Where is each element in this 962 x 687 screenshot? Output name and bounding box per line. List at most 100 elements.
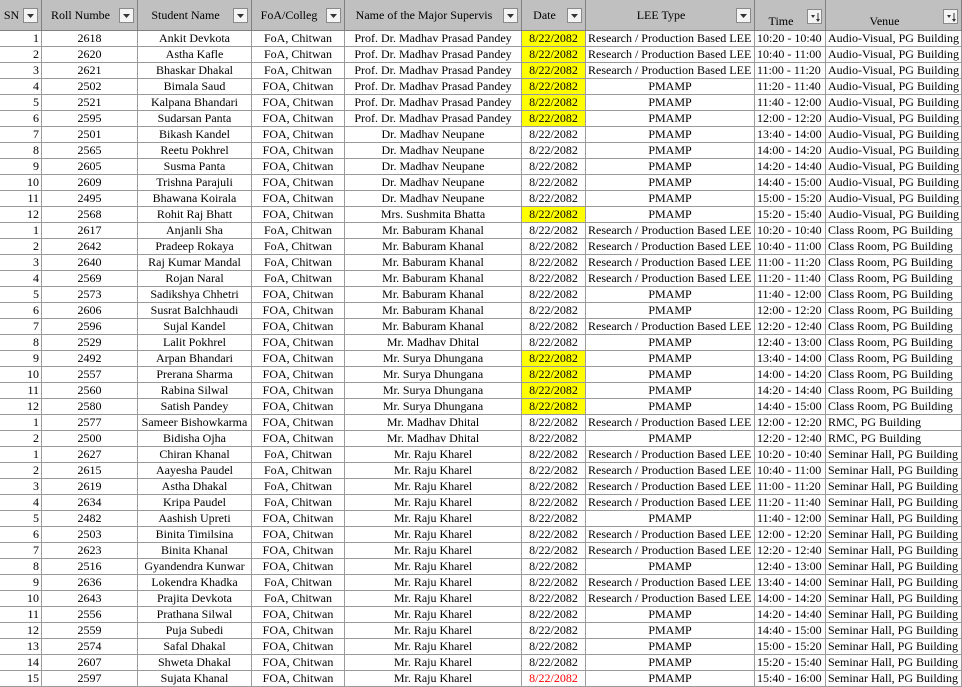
date-cell: 8/22/2082 [522,287,586,303]
time-cell: 12:00 - 12:20 [755,527,826,543]
date-cell: 8/22/2082 [522,143,586,159]
student-name-cell: Susrat Balchhaudi [138,303,252,319]
lee-type-cell: PMAMP [586,671,755,687]
roll-number-cell: 2618 [42,31,138,47]
venue-cell: RMC, PG Building [826,431,962,447]
sort-filter-button[interactable] [807,9,822,24]
filter-button[interactable] [119,8,134,23]
date-cell: 8/22/2082 [522,591,586,607]
venue-cell: Audio-Visual, PG Building [826,175,962,191]
filter-button[interactable] [233,8,248,23]
sn-cell: 14 [0,655,42,671]
student-name-cell: Rojan Naral [138,271,252,287]
roll-number-cell: 2500 [42,431,138,447]
college-cell: FOA, Chitwan [252,431,345,447]
college-cell: FOA, Chitwan [252,207,345,223]
time-cell: 10:20 - 10:40 [755,223,826,239]
lee-type-cell: Research / Production Based LEE [586,271,755,287]
date-cell: 8/22/2082 [522,127,586,143]
venue-cell: Seminar Hall, PG Building [826,463,962,479]
lee-type-cell: Research / Production Based LEE [586,527,755,543]
college-cell: FOA, Chitwan [252,639,345,655]
dropdown-arrow [237,14,244,18]
date-cell: 8/22/2082 [522,31,586,47]
time-cell: 12:40 - 13:00 [755,559,826,575]
college-cell: FOA, Chitwan [252,399,345,415]
supervisor-cell: Mr. Baburam Khanal [345,223,522,239]
lee-type-cell: PMAMP [586,367,755,383]
time-cell: 14:20 - 14:40 [755,607,826,623]
sn-cell: 2 [0,239,42,255]
sn-cell: 11 [0,191,42,207]
college-cell: FoA, Chitwan [252,223,345,239]
student-name-cell: Prerana Sharma [138,367,252,383]
student-name-cell: Bimala Saud [138,79,252,95]
student-name-cell: Bhaskar Dhakal [138,63,252,79]
college-cell: FOA, Chitwan [252,671,345,687]
venue-cell: Audio-Visual, PG Building [826,159,962,175]
sn-cell: 4 [0,79,42,95]
roll-number-cell: 2620 [42,47,138,63]
time-cell: 15:20 - 15:40 [755,207,826,223]
student-name-cell: Bidisha Ojha [138,431,252,447]
venue-cell: Audio-Visual, PG Building [826,111,962,127]
supervisor-cell: Mr. Raju Kharel [345,479,522,495]
roll-number-cell: 2529 [42,335,138,351]
sort-filter-button[interactable] [943,9,958,24]
college-cell: FOA, Chitwan [252,143,345,159]
time-cell: 12:00 - 12:20 [755,415,826,431]
college-cell: FOA, Chitwan [252,79,345,95]
college-cell: FoA, Chitwan [252,479,345,495]
venue-cell: Audio-Visual, PG Building [826,207,962,223]
filter-button[interactable] [23,8,38,23]
venue-cell: Class Room, PG Building [826,223,962,239]
roll-number-cell: 2627 [42,447,138,463]
roll-number-cell: 2596 [42,319,138,335]
venue-cell: Audio-Visual, PG Building [826,127,962,143]
student-name-cell: Arpan Bhandari [138,351,252,367]
venue-cell: Seminar Hall, PG Building [826,543,962,559]
time-cell: 12:20 - 12:40 [755,319,826,335]
supervisor-cell: Mr. Baburam Khanal [345,255,522,271]
column-header: LEE Type [586,0,755,31]
filter-button[interactable] [503,8,518,23]
filter-button[interactable] [326,8,341,23]
college-cell: FoA, Chitwan [252,239,345,255]
student-name-cell: Sameer Bishowkarma [138,415,252,431]
venue-cell: Audio-Visual, PG Building [826,95,962,111]
date-cell: 8/22/2082 [522,671,586,687]
sn-cell: 8 [0,559,42,575]
lee-type-cell: PMAMP [586,383,755,399]
lee-type-cell: Research / Production Based LEE [586,447,755,463]
date-cell: 8/22/2082 [522,367,586,383]
supervisor-cell: Prof. Dr. Madhav Prasad Pandey [345,31,522,47]
student-name-cell: Lokendra Khadka [138,575,252,591]
date-cell: 8/22/2082 [522,575,586,591]
time-cell: 14:20 - 14:40 [755,383,826,399]
date-cell: 8/22/2082 [522,495,586,511]
sn-cell: 2 [0,463,42,479]
college-cell: FoA, Chitwan [252,255,345,271]
time-cell: 11:40 - 12:00 [755,511,826,527]
supervisor-cell: Mr. Madhav Dhital [345,431,522,447]
college-cell: FOA, Chitwan [252,95,345,111]
date-cell: 8/22/2082 [522,623,586,639]
sort-icon [947,13,956,22]
student-name-cell: Anjanli Sha [138,223,252,239]
roll-number-cell: 2521 [42,95,138,111]
filter-button[interactable] [567,8,582,23]
college-cell: FOA, Chitwan [252,351,345,367]
lee-type-cell: Research / Production Based LEE [586,591,755,607]
lee-type-cell: PMAMP [586,559,755,575]
venue-cell: Class Room, PG Building [826,287,962,303]
lee-type-cell: Research / Production Based LEE [586,47,755,63]
sort-icon [811,13,820,22]
time-cell: 13:40 - 14:00 [755,351,826,367]
filter-button[interactable] [736,8,751,23]
roll-number-cell: 2573 [42,287,138,303]
supervisor-cell: Dr. Madhav Neupane [345,127,522,143]
student-name-cell: Sujal Kandel [138,319,252,335]
time-cell: 11:40 - 12:00 [755,287,826,303]
dropdown-arrow [571,14,578,18]
supervisor-cell: Dr. Madhav Neupane [345,175,522,191]
